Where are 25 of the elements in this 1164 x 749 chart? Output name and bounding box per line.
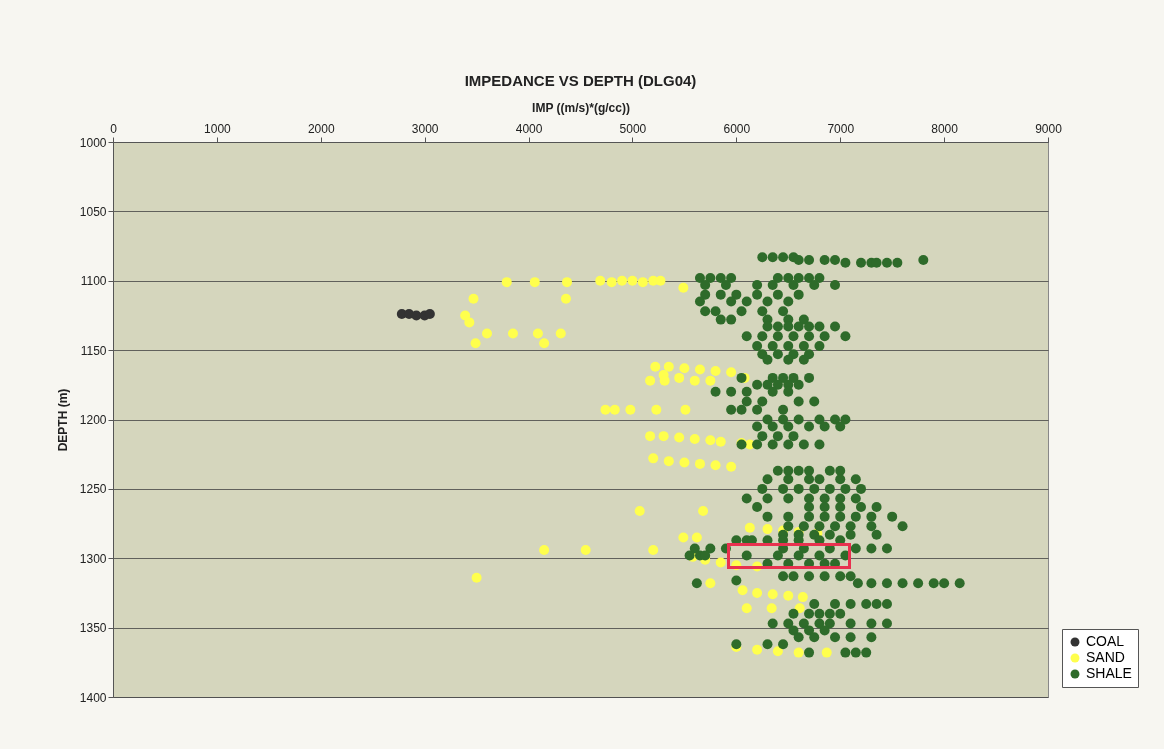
legend-label: COAL — [1086, 633, 1125, 649]
x-tick-label: 1000 — [204, 121, 232, 136]
x-tick-label: 4000 — [515, 121, 543, 136]
y-tick-label: 1400 — [79, 690, 107, 705]
x-tick-label: 3000 — [411, 121, 439, 136]
legend-label: SAND — [1086, 649, 1125, 665]
y-axis-title: DEPTH (m) — [55, 388, 70, 452]
x-tick-label: 8000 — [931, 121, 959, 136]
y-tick-label: 1100 — [80, 274, 107, 289]
y-tick-label: 1150 — [80, 343, 107, 358]
x-tick-label: 0 — [110, 121, 118, 136]
x-tick-label: 7000 — [827, 121, 855, 136]
y-tick-label: 1350 — [79, 621, 107, 636]
y-tick-label: 1250 — [79, 482, 107, 497]
x-tick-label: 2000 — [307, 121, 335, 136]
y-tick-label: 1000 — [79, 135, 107, 150]
legend-label: SHALE — [1086, 665, 1132, 681]
x-tick-label: 5000 — [619, 121, 647, 136]
chart-title: IMPEDANCE VS DEPTH (DLG04) — [464, 72, 697, 89]
y-tick-label: 1200 — [79, 413, 107, 427]
x-axis-title: IMP ((m/s)*(g/cc)) — [532, 100, 630, 115]
x-tick-label: 9000 — [1035, 121, 1063, 136]
x-tick-label: 6000 — [723, 121, 751, 136]
y-tick-label: 1050 — [79, 204, 107, 219]
y-tick-label: 1300 — [79, 551, 107, 566]
